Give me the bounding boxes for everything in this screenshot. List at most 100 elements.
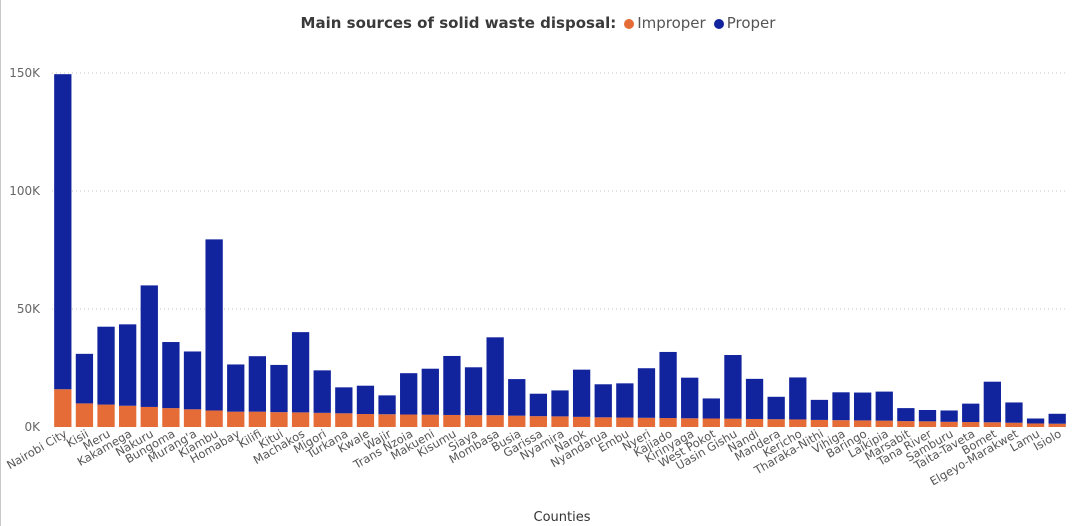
bar-improper[interactable] xyxy=(681,418,699,427)
bar-improper[interactable] xyxy=(897,421,915,427)
bar-improper[interactable] xyxy=(983,422,1001,427)
bar-proper[interactable] xyxy=(724,355,742,419)
y-tick-label: 150K xyxy=(9,66,41,80)
bar-improper[interactable] xyxy=(789,419,807,427)
legend-label-proper[interactable]: Proper xyxy=(726,14,776,32)
bar-proper[interactable] xyxy=(464,367,483,416)
bar-proper[interactable] xyxy=(183,351,202,410)
bar-improper[interactable] xyxy=(400,414,418,427)
bar-improper[interactable] xyxy=(378,414,396,427)
bar-proper[interactable] xyxy=(248,356,267,412)
bar-proper[interactable] xyxy=(983,381,1001,423)
bar-proper[interactable] xyxy=(443,355,461,415)
bar-proper[interactable] xyxy=(681,377,699,419)
bar-improper[interactable] xyxy=(745,418,764,427)
bar-improper[interactable] xyxy=(918,421,937,427)
bar-proper[interactable] xyxy=(1026,418,1045,424)
bar-improper[interactable] xyxy=(313,412,331,427)
bar-improper[interactable] xyxy=(183,409,202,427)
bar-proper[interactable] xyxy=(875,391,893,421)
bar-improper[interactable] xyxy=(162,408,180,427)
bar-proper[interactable] xyxy=(551,390,569,417)
bar-proper[interactable] xyxy=(119,324,137,406)
bar-proper[interactable] xyxy=(400,373,418,415)
bar-proper[interactable] xyxy=(335,387,353,414)
bar-improper[interactable] xyxy=(1048,423,1066,427)
bar-proper[interactable] xyxy=(594,384,612,418)
bar-proper[interactable] xyxy=(162,342,180,409)
bar-improper[interactable] xyxy=(594,417,612,427)
bar-improper[interactable] xyxy=(572,416,591,427)
bar-improper[interactable] xyxy=(875,420,893,427)
bar-improper[interactable] xyxy=(702,418,720,427)
bar-improper[interactable] xyxy=(75,403,94,427)
bar-proper[interactable] xyxy=(270,364,288,413)
bar-proper[interactable] xyxy=(897,408,915,422)
bar-improper[interactable] xyxy=(227,411,245,427)
bar-proper[interactable] xyxy=(508,379,526,416)
bar-improper[interactable] xyxy=(97,404,115,427)
bar-improper[interactable] xyxy=(810,419,829,427)
bar-improper[interactable] xyxy=(443,414,461,427)
bar-improper[interactable] xyxy=(940,421,958,427)
bar-improper[interactable] xyxy=(1026,423,1045,427)
bar-proper[interactable] xyxy=(702,398,720,419)
bar-proper[interactable] xyxy=(291,332,310,413)
bar-improper[interactable] xyxy=(421,414,439,427)
bar-proper[interactable] xyxy=(421,368,439,415)
bar-improper[interactable] xyxy=(659,418,677,427)
bar-improper[interactable] xyxy=(767,419,785,427)
bar-proper[interactable] xyxy=(1005,402,1023,423)
bar-improper[interactable] xyxy=(464,415,483,427)
y-tick-label: 0K xyxy=(24,420,41,434)
bar-proper[interactable] xyxy=(75,353,94,404)
bar-improper[interactable] xyxy=(335,413,353,427)
bar-improper[interactable] xyxy=(205,410,223,427)
bar-proper[interactable] xyxy=(140,285,158,407)
bar-proper[interactable] xyxy=(1048,413,1066,424)
bar-improper[interactable] xyxy=(291,412,310,427)
bar-improper[interactable] xyxy=(119,405,137,427)
bar-improper[interactable] xyxy=(529,416,548,427)
bar-improper[interactable] xyxy=(551,416,569,427)
bar-proper[interactable] xyxy=(616,383,634,418)
bar-proper[interactable] xyxy=(659,351,677,419)
bar-proper[interactable] xyxy=(962,403,980,423)
bar-improper[interactable] xyxy=(270,412,288,427)
bar-improper[interactable] xyxy=(637,417,656,427)
bar-proper[interactable] xyxy=(789,377,807,420)
bar-improper[interactable] xyxy=(140,406,158,427)
y-tick-label: 50K xyxy=(17,302,41,316)
bar-improper[interactable] xyxy=(486,415,504,427)
bar-improper[interactable] xyxy=(356,414,375,427)
bar-improper[interactable] xyxy=(508,415,526,427)
bar-improper[interactable] xyxy=(54,389,72,427)
bar-proper[interactable] xyxy=(767,396,785,420)
bar-proper[interactable] xyxy=(486,337,504,416)
bar-proper[interactable] xyxy=(832,392,850,421)
legend-label-improper[interactable]: Improper xyxy=(637,14,706,32)
bar-proper[interactable] xyxy=(205,239,223,411)
bar-proper[interactable] xyxy=(227,364,245,412)
bar-proper[interactable] xyxy=(745,378,764,419)
bar-improper[interactable] xyxy=(248,411,267,427)
bar-proper[interactable] xyxy=(918,410,937,422)
bar-improper[interactable] xyxy=(616,417,634,427)
bar-improper[interactable] xyxy=(1005,422,1023,427)
bar-proper[interactable] xyxy=(572,369,591,417)
bar-proper[interactable] xyxy=(97,326,115,405)
bar-proper[interactable] xyxy=(54,74,72,390)
bar-improper[interactable] xyxy=(962,422,980,427)
bar-proper[interactable] xyxy=(637,368,656,418)
bar-proper[interactable] xyxy=(313,370,331,413)
bar-proper[interactable] xyxy=(810,399,829,420)
bar-proper[interactable] xyxy=(356,385,375,415)
bar-proper[interactable] xyxy=(529,393,548,417)
bar-proper[interactable] xyxy=(378,395,396,415)
bar-proper[interactable] xyxy=(853,392,872,421)
bar-improper[interactable] xyxy=(832,420,850,427)
bar-proper[interactable] xyxy=(940,410,958,422)
bar-improper[interactable] xyxy=(853,420,872,427)
bar-improper[interactable] xyxy=(724,418,742,427)
